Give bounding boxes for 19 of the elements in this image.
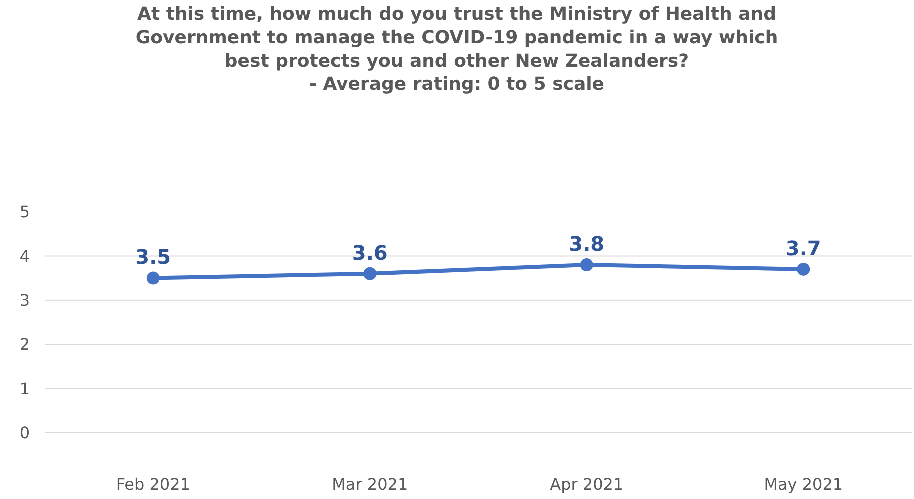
point (146, 272, 160, 285)
data-label: 3.5 (136, 245, 172, 270)
point (797, 262, 810, 276)
data-label: 3.7 (786, 236, 822, 260)
point (580, 258, 594, 272)
y-tick-label: 4 (20, 246, 30, 266)
data-label: 3.6 (352, 240, 388, 265)
data-label: 3.8 (569, 232, 605, 256)
x-tick-label: Mar 2021 (332, 475, 408, 494)
x-tick-label: Feb 2021 (116, 475, 190, 494)
point (364, 267, 377, 280)
y-tick-label: 2 (20, 335, 30, 354)
y-tick-label: 5 (20, 202, 30, 222)
y-tick-label: 0 (20, 424, 30, 443)
chart-title: At this time, how much do you trust the Ministry of Health and Government to manage the COVID-19 pandemic in a way which best protects you and other New Zealanders? - Average rating: 0 to 5 scale (136, 4, 778, 96)
x-tick-label: May 2021 (764, 475, 844, 494)
y-tick-label: 3 (20, 291, 30, 310)
y-tick-label: 1 (20, 379, 30, 398)
x-tick-label: Apr 2021 (550, 475, 624, 494)
